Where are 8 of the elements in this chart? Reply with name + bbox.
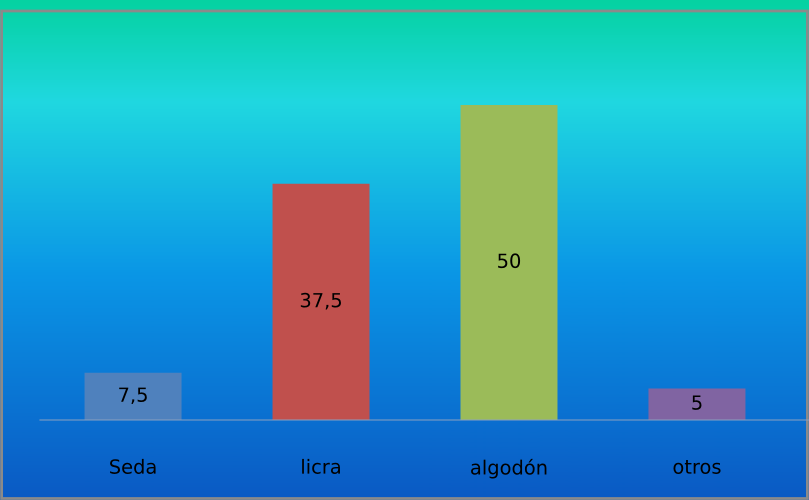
- x-tick-label: Seda: [110, 458, 156, 474]
- data-label: 50: [498, 253, 520, 268]
- x-tick-label: otros: [673, 460, 721, 474]
- data-label: 7,5: [119, 388, 147, 404]
- data-label: 37,5: [300, 292, 341, 310]
- x-tick-label: algodón: [471, 458, 546, 478]
- data-label: 5: [692, 395, 702, 410]
- x-tick-label: licra: [302, 458, 340, 474]
